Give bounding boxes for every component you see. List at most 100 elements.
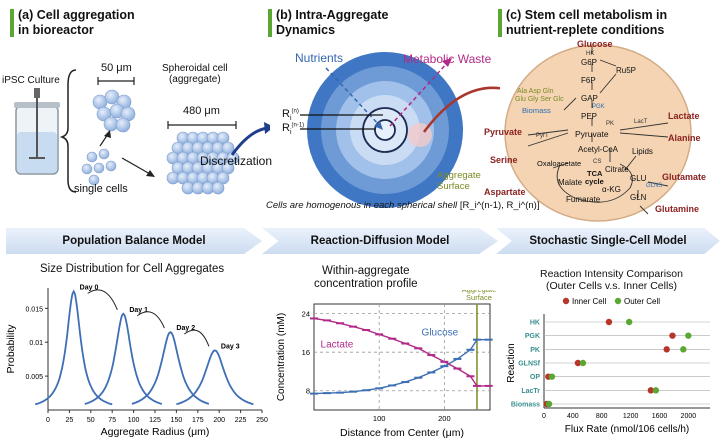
aggregate-cell [216,171,230,185]
series-0-point [605,318,613,326]
metabolite-fumarate: Fumarate [566,195,601,204]
metabolite-gln: GLN [630,193,647,202]
x-tick-label: 50 [87,417,95,424]
metabolite-lactate: Lactate [668,111,700,121]
metabolite-gap: GAP [581,94,598,103]
chart1-title: Size Distribution for Cell Aggregates [40,263,225,275]
metabolite-f6p: F6P [581,76,596,85]
series-1-point [579,359,587,367]
y-axis-label: Concentration (mM) [276,313,287,401]
x-axis-label: Aggregate Radius (μm) [101,426,210,438]
shell-caption: Cells are homogenous in each spherical s… [266,200,540,211]
metabolite-biomass: Biomass [522,106,551,115]
metabolite-pk: PK [606,121,615,127]
y-tick-label: 0.015 [25,306,43,313]
legend-label-1: Outer Cell [624,297,660,306]
x-tick-label: 1200 [623,413,639,420]
discretization-label: Discretization [200,154,273,168]
series-label-lactate: Lactate [321,339,354,350]
metabolite-pyruvate-in: Pyruvate [575,129,609,139]
x-tick-label: 100 [128,417,140,424]
series-label-glucose: Glucose [422,327,459,338]
category-label: HK [530,320,540,327]
metabolite-tca-line2: cycle [585,177,604,186]
band-reaction-diffusion: Reaction-Diffusion Model [262,228,498,254]
panel-c-title: (c) Stem cell metabolism in nutrient-repl… [506,8,668,37]
panel-a-diagram [14,69,270,195]
metabolite-malate: Malate [558,178,583,187]
plot-frame [313,303,491,411]
series-0-curve [34,289,113,406]
metabolite-serine: Serine [490,155,518,165]
y-tick-label: 16 [302,348,310,357]
metabolite-cs: CS [593,159,602,165]
series-1-curve [84,312,163,405]
series-1-point [652,387,660,394]
series-3-curve [176,349,254,406]
y-axis-label: Probability [5,324,17,374]
series-2-curve [131,330,210,405]
spheroid-aggregate [166,131,240,195]
series-1-point [685,332,692,339]
metabolite-aa-line1: Ala Asp Gln [517,88,554,95]
metabolite-ru5p: Ru5P [616,66,637,75]
x-axis-label: Distance from Center (μm) [340,427,464,439]
surface-label-line2: Surface [466,293,492,302]
aggregate-cell [216,131,230,145]
category-label: PK [530,347,540,354]
x-tick-label: 0 [46,417,50,424]
metabolite-glutamate: Glutamate [662,172,707,182]
x-tick-label: 200 [213,417,225,424]
chart3-title: Reaction Intensity Comparison (Outer Cell… [540,268,683,292]
metabolite-akg: α-KG [602,185,621,194]
reaction-intensity-chart: Inner Cell Outer Cell HK PGK PK GLNSf OP LacTr B… [506,297,710,435]
size-small-label: 50 μm [101,62,132,74]
category-label: PGK [525,333,540,340]
chart2-title: Within-aggregate concentration profile [314,265,418,290]
metabolite-lipids: Lipids [632,147,653,156]
brace [59,69,77,193]
small-aggregate [92,89,136,133]
single-cells [81,148,117,186]
spheroid-label: Spheroidal cell (aggregate) [162,63,228,85]
bioreactor-icon [14,88,60,175]
metabolite-pyrt: PyrT [536,133,549,139]
x-tick-label: 0 [542,413,546,420]
r-outer-label: Ri(n) [282,108,299,123]
aggregate-cell [221,161,235,175]
series-1-point [548,373,556,380]
x-axis-label: Flux Rate (nmol/106 cells/h) [565,424,690,435]
metabolite-hk: HK [586,51,595,57]
metabolite-citrate: Citrate [605,165,629,174]
metabolite-tca-line1: TCA [587,169,603,178]
x-tick-label: 225 [235,417,247,424]
band-population-balance: Population Balance Model [6,228,262,254]
x-tick-label: 75 [108,417,116,424]
title-bar-b [268,9,272,37]
metabolite-glucose: Glucose [577,39,613,49]
r-inner-label: Ri(n-1) [282,122,305,137]
metabolite-oxalo: Oxaloacetate [537,159,582,168]
metabolite-pep: PEP [581,112,598,121]
series-1-point [545,400,553,408]
x-tick-label: 200 [438,414,451,423]
series-0-point [669,332,676,339]
series-label: Day 0 [80,284,99,291]
metabolite-pgk: PGK [592,104,605,110]
nutrients-label: Nutrients [295,51,344,65]
y-axis-label: Reaction [506,343,517,382]
size-distribution-chart: 0 25 50 75 100 125 150 175 200 225 250 0.005 0.01 0.0… [5,284,268,438]
metabolite-glu: GLU [630,174,647,183]
x-tick-label: 400 [567,413,579,420]
legend-label-0: Inner Cell [572,297,606,306]
progression-arrow [137,311,165,329]
y-tick-label: 8 [306,387,310,396]
category-label: OP [530,374,540,381]
series-1-point [680,346,687,353]
surface-label-line1: Aggregate [462,290,497,294]
cell-body [504,44,692,222]
progression-arrow [87,289,118,310]
x-tick-label: 100 [373,414,386,423]
aggregate-surface-label: Aggregate Surface [437,170,481,192]
